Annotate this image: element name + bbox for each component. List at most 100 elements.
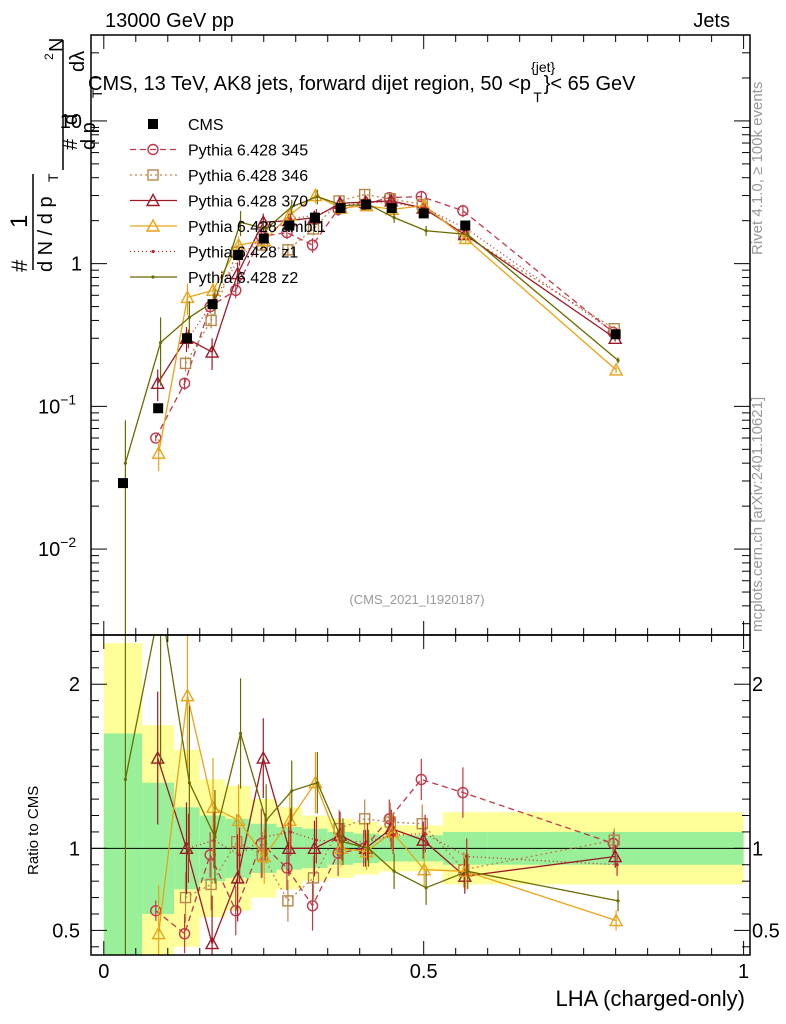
analysis-label: (CMS_2021_I1920187)	[349, 592, 484, 607]
marker-dot	[290, 205, 294, 209]
marker-dot	[314, 838, 318, 842]
marker-square	[358, 813, 371, 825]
energy-label: 13000 GeV pp	[105, 10, 234, 32]
cms-data-point	[181, 333, 192, 344]
marker-dot	[159, 601, 162, 604]
marker-circle	[306, 239, 319, 251]
marker-dot	[123, 461, 127, 465]
marker-triangle	[151, 926, 166, 940]
marker-dot	[237, 853, 242, 857]
marker-triangle	[204, 936, 220, 950]
legend-label: Pythia 6.428 z1	[188, 245, 298, 262]
series-line	[187, 201, 618, 339]
svg-text:T: T	[45, 173, 61, 182]
marker-triangle	[281, 840, 297, 855]
series-line	[158, 194, 617, 454]
marker-triangle	[416, 832, 431, 846]
marker-triangle	[145, 218, 161, 232]
marker-triangle	[231, 812, 246, 827]
cms-data-point	[153, 403, 164, 414]
marker-square	[147, 169, 159, 181]
marker-dot	[315, 781, 319, 785]
ratio-series-line	[155, 778, 614, 935]
marker-dot	[123, 777, 127, 782]
marker-circle	[383, 813, 396, 825]
inner-band-bin	[103, 733, 143, 955]
ratio-tick-label: 1	[69, 838, 80, 860]
marker-dot	[424, 229, 428, 233]
marker-triangle	[333, 840, 349, 855]
marker-triangle	[607, 849, 623, 863]
y-tick-label: 10	[60, 111, 82, 133]
marker-circle	[306, 900, 319, 912]
marker-triangle	[205, 799, 221, 814]
cms-data-point	[233, 249, 244, 260]
marker-dot	[238, 731, 243, 736]
main-plot-area	[117, 188, 624, 635]
ratio-plot-area	[91, 601, 750, 955]
cms-data-point	[284, 220, 295, 231]
marker-circle	[147, 143, 159, 156]
marker-dot	[151, 275, 155, 279]
series-ratio-5	[123, 601, 620, 955]
marker-circle	[150, 904, 162, 917]
ratio-series-line	[124, 635, 619, 902]
marker-dot	[238, 220, 243, 224]
marker-dot	[158, 340, 163, 345]
mcplots-label: mcplots.cern.ch [arXiv:2401.10621]	[749, 397, 766, 632]
marker-circle	[281, 862, 293, 874]
marker-triangle	[257, 849, 272, 863]
marker-dot	[423, 831, 427, 836]
ratio-tick-label-right: 2	[752, 674, 763, 696]
ratio-y-axis-label: Ratio to CMS	[25, 786, 42, 875]
marker-triangle	[307, 840, 322, 855]
cms-data-point	[207, 299, 218, 310]
marker-dot	[187, 315, 191, 320]
marker-circle	[415, 190, 427, 203]
marker-dot	[424, 886, 428, 890]
marker-triangle	[230, 870, 245, 884]
marker-circle	[415, 773, 427, 786]
y-tick-label: 10−2	[38, 534, 76, 561]
x-tick-label: 1	[738, 961, 749, 983]
ratio-tick-label-right: 1	[752, 838, 763, 860]
marker-circle	[607, 837, 619, 850]
marker-square	[307, 872, 320, 884]
marker-triangle	[230, 266, 245, 280]
marker-dot	[616, 358, 620, 362]
marker-triangle	[151, 445, 166, 459]
svg-text:#: #	[7, 259, 32, 272]
marker-square	[179, 891, 192, 904]
svg-text:T: T	[89, 89, 105, 98]
cms-data-point	[610, 329, 621, 340]
marker-square	[282, 895, 294, 907]
marker-square	[307, 223, 320, 235]
ratio-frame	[90, 634, 751, 956]
legend: CMS Pythia 6.428 345 Pythia 6.428 346 Pythi…	[130, 117, 326, 287]
legend-label: Pythia 6.428 346	[188, 168, 308, 185]
marker-triangle	[145, 193, 161, 207]
legend-label: Pythia 6.428 ambt1	[188, 219, 326, 236]
marker-dot	[392, 869, 396, 873]
marker-circle	[178, 927, 191, 940]
marker-dot	[341, 840, 345, 844]
marker-triangle	[608, 913, 624, 927]
marker-square	[384, 816, 396, 828]
series-line	[124, 195, 619, 464]
marker-dot	[392, 216, 396, 220]
x-tick-label: 0.5	[410, 961, 438, 983]
marker-square	[282, 244, 294, 256]
marker-triangle	[308, 188, 323, 202]
ratio-tick-label-right: 0.5	[752, 920, 780, 942]
marker-triangle	[384, 821, 399, 835]
marker-dot	[391, 833, 395, 837]
marker-square	[179, 357, 192, 370]
marker-triangle	[180, 688, 195, 702]
ratio-series-line	[157, 757, 616, 946]
svg-text:2: 2	[42, 53, 56, 60]
marker-triangle	[205, 282, 221, 297]
cms-data-point	[309, 212, 320, 223]
cms-data-point	[258, 233, 269, 244]
marker-dot	[264, 818, 268, 823]
marker-triangle	[458, 231, 473, 245]
